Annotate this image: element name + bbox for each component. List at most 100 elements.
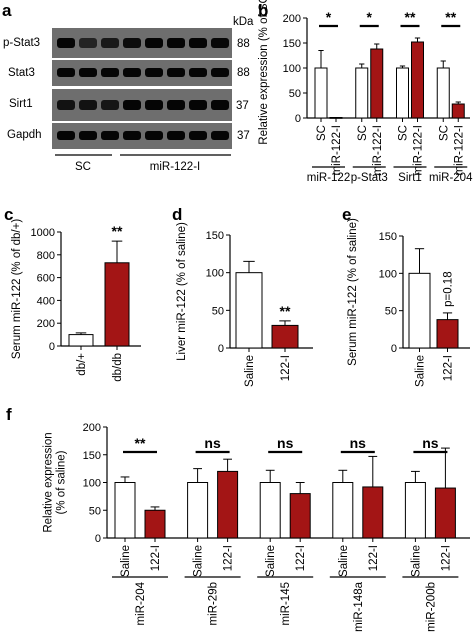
bar-label-treated: miR-122-I — [413, 125, 425, 175]
y-tick-label: 0 — [95, 533, 101, 545]
group-label: miR-204 — [135, 581, 147, 625]
blot-kda-gapdh: 37 — [237, 130, 250, 142]
y-tick-label: 200 — [83, 422, 101, 434]
significance-label: ns — [204, 435, 221, 451]
y-tick-label: 100 — [206, 268, 224, 280]
blot-band — [101, 68, 119, 77]
group-label: miR-29b — [208, 582, 220, 625]
treated-bar — [271, 324, 299, 349]
blot-group-sc: SC — [75, 161, 91, 173]
blot-band — [167, 38, 185, 48]
significance-label: * — [367, 9, 373, 25]
bar-label-control: SC — [316, 125, 328, 141]
treated-bar — [370, 48, 384, 119]
y-axis-label: Serum miR-122 (% of saline) — [347, 218, 359, 366]
y-tick-label: 50 — [89, 505, 101, 517]
y-tick-label: 100 — [283, 63, 301, 75]
blot-band — [211, 131, 229, 140]
treated-bar — [362, 486, 384, 539]
blot-kda-label: kDa — [233, 16, 254, 28]
y-axis-label: Serum miR-122 (% of db/+) — [11, 219, 23, 359]
bar-label-control: SC — [398, 125, 410, 141]
blot-band — [145, 68, 163, 77]
control-bar — [114, 482, 136, 539]
bar-label-treated: 122-I — [150, 545, 162, 571]
control-bar — [436, 67, 450, 119]
y-tick-label: 50 — [385, 306, 397, 318]
bar-label-control: Saline — [120, 545, 132, 577]
blot-band — [101, 38, 119, 48]
bar-label-treated: miR-122-I — [372, 125, 384, 175]
panel-label-e: e — [342, 205, 351, 224]
group-label: miR-145 — [280, 582, 292, 625]
significance-label: ** — [135, 435, 146, 451]
blot-band — [123, 68, 141, 77]
significance-label: ns — [350, 435, 367, 451]
control-bar — [396, 67, 409, 119]
y-tick-label: 150 — [206, 230, 224, 242]
y-tick-label: 0 — [49, 341, 55, 353]
panel-label-d: d — [172, 205, 182, 224]
blot-band — [167, 100, 185, 110]
bar-label-treated: miR-122-I — [331, 125, 343, 175]
chart-e: 0 50 100 150 Serum miR-122 (% of saline) Sali… — [347, 218, 470, 387]
blot-band — [79, 131, 97, 140]
treated-bar — [217, 470, 239, 539]
blot-band — [189, 131, 207, 140]
y-tick-label: 800 — [37, 250, 55, 262]
group-label: miR-204 — [429, 172, 473, 184]
chart-c: 0 200 400 600 800 1000 Serum miR-122 (% of db/… — [11, 219, 141, 382]
bar-label-control: Saline — [193, 545, 205, 577]
y-tick-label: 50 — [212, 305, 224, 317]
treated-bar — [451, 103, 465, 119]
category-label: 122-I — [280, 355, 292, 381]
panel-label-b: b — [258, 1, 268, 20]
bar-label-control: SC — [438, 125, 450, 141]
blot-row-label-sirt1: Sirt1 — [9, 98, 33, 110]
blot-band — [79, 68, 97, 77]
bar-label-treated: 122-I — [440, 545, 452, 571]
blot-band — [101, 100, 119, 110]
blot-band — [167, 131, 185, 140]
bar-label-control: Saline — [410, 545, 422, 577]
blot-kda-pstat3: 88 — [237, 38, 250, 50]
panel-label-c: c — [4, 205, 13, 224]
chart-d: 0 50 100 150 Liver miR-122 (% of saline) Sali… — [176, 222, 313, 387]
group-label: miR-148a — [353, 581, 365, 631]
control-bar — [259, 482, 281, 539]
western-blot: kDa p-Stat3 88 Stat3 88 Sirt1 37 Gapdh 3… — [3, 16, 254, 173]
significance-label: ** — [280, 303, 291, 319]
category-label: Saline — [415, 355, 427, 387]
significance-label: * — [326, 9, 332, 25]
control-bar — [68, 334, 94, 347]
blot-band — [123, 131, 141, 140]
category-label: Saline — [244, 355, 256, 387]
y-tick-label: 0 — [295, 113, 301, 125]
bar-label-treated: 122-I — [368, 545, 380, 571]
blot-band — [211, 38, 229, 48]
panel-label-f: f — [6, 405, 12, 424]
blot-band — [189, 38, 207, 48]
group-label: miR-200b — [425, 582, 437, 632]
y-tick-label: 50 — [289, 88, 301, 100]
category-label: 122-I — [443, 355, 455, 381]
blot-row-label-pstat3: p-Stat3 — [3, 37, 40, 49]
bar-label-control: SC — [357, 125, 369, 141]
bar-label-treated: 122-I — [295, 545, 307, 571]
blot-band — [123, 38, 141, 48]
blot-band — [145, 38, 163, 48]
significance-label: ** — [445, 9, 456, 25]
blot-band — [189, 100, 207, 110]
blot-kda-sirt1: 37 — [236, 100, 249, 112]
significance-label: ns — [422, 435, 439, 451]
y-axis-label: Relative expression(% of saline) — [43, 432, 68, 532]
treated-bar — [104, 262, 130, 347]
category-label: db/db — [112, 353, 124, 382]
blot-band — [57, 131, 75, 140]
significance-label: p=0.18 — [443, 271, 455, 307]
blot-band — [189, 68, 207, 77]
blot-band — [57, 100, 75, 110]
y-tick-label: 100 — [379, 268, 397, 280]
group-label: Sirt1 — [398, 172, 422, 184]
